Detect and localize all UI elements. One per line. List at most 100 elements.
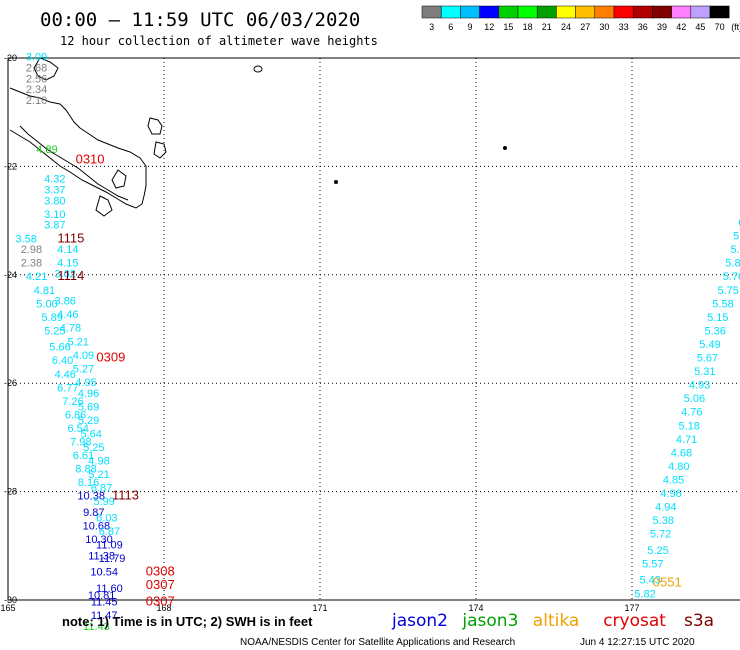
wave-height-value: 5.67	[697, 353, 718, 365]
wave-height-value: 5.27	[73, 363, 94, 375]
wave-height-value: 5.75	[717, 285, 738, 297]
wave-height-value: 6.86	[65, 409, 86, 421]
island-small-3	[334, 180, 338, 184]
island-loyalty-1	[147, 117, 163, 135]
colorbar-label: 70	[715, 22, 725, 32]
legend-entry: jason3	[461, 611, 518, 631]
wave-height-value: 5.64	[80, 428, 101, 440]
lon-tick-label: 165	[0, 603, 15, 613]
wave-height-value: 4.09	[73, 350, 94, 362]
colorbar-swatch	[440, 5, 461, 19]
pass-time-label: 0308	[146, 564, 175, 579]
wave-height-value: 4.46	[54, 369, 75, 381]
colorbar-label: 33	[619, 22, 629, 32]
colorbar-label: 12	[484, 22, 494, 32]
colorbar-unit: (ft)	[731, 22, 740, 32]
colorbar-swatch	[575, 5, 596, 19]
wave-height-value: 8.88	[75, 464, 96, 476]
colorbar-label: 18	[523, 22, 533, 32]
wave-height-value: 3.80	[44, 195, 65, 207]
colorbar-label: 3	[429, 22, 434, 32]
colorbar-swatch	[536, 5, 557, 19]
lon-tick-label: 177	[624, 603, 639, 613]
lat-tick-label: -20	[4, 53, 17, 63]
wave-height-value: 7.26	[62, 396, 83, 408]
wave-height-value: 4.80	[668, 461, 689, 473]
wave-height-value: 11.38	[88, 550, 115, 562]
pass-time-label: 0307	[146, 593, 175, 608]
colorbar-label: 27	[580, 22, 590, 32]
lon-tick-label: 168	[156, 603, 171, 613]
wave-height-value: 4.76	[681, 407, 702, 419]
pass-time-label: 0310	[76, 152, 105, 167]
colorbar-swatch	[613, 5, 634, 19]
colorbar-swatch	[652, 5, 672, 19]
wave-height-value: 8.16	[78, 477, 99, 489]
pass-time-label: 0551	[653, 574, 682, 589]
wave-height-value: 5.43	[639, 575, 660, 587]
legend-entry: s3a	[684, 611, 714, 631]
wave-height-value: 10.30	[85, 534, 113, 546]
wave-height-value: 6.77	[57, 382, 78, 394]
pass-time-label: 1113	[112, 488, 139, 503]
colorbar-label: 21	[542, 22, 552, 32]
wave-height-value: 6.61	[73, 450, 94, 462]
wave-height-value: 5.25	[44, 325, 65, 337]
coastline	[9, 57, 507, 217]
wave-height-value: 10.81	[88, 590, 116, 602]
graticule	[8, 58, 740, 600]
wave-height-value: 5.57	[642, 558, 663, 570]
wave-height-value: 4.21	[26, 271, 47, 283]
wave-height-value: 2.34	[26, 84, 47, 96]
wave-height-value: 5.21	[88, 469, 109, 481]
wave-height-value: 2.56	[26, 73, 47, 85]
lat-tick-label: -22	[4, 161, 17, 171]
wave-height-value: 11.43	[83, 621, 110, 633]
wave-height-value: 4.46	[57, 309, 78, 321]
wave-height-value: 11.45	[91, 596, 118, 608]
colorbar-label: 24	[561, 22, 571, 32]
lat-tick-label: -28	[4, 487, 17, 497]
wave-height-value: 3.02	[54, 269, 75, 281]
wave-height-value: 5.85	[733, 231, 740, 243]
footer-credit: NOAA/NESDIS Center for Satellite Applica…	[240, 637, 515, 648]
wave-height-value: 4.78	[60, 323, 81, 335]
wave-height-value: 5.06	[684, 393, 705, 405]
island-loyalty-2	[153, 141, 167, 159]
colorbar-swatch	[479, 5, 500, 19]
landmass-outline	[9, 87, 147, 209]
coast-detail	[19, 125, 129, 201]
colorbar-label: 39	[657, 22, 667, 32]
wave-height-value: 5.00	[36, 298, 57, 310]
wave-height-value: 6.54	[67, 423, 88, 435]
wave-height-value: 11.09	[96, 540, 123, 552]
wave-height-value: 4.94	[655, 502, 676, 514]
colorbar-swatch	[498, 5, 519, 19]
wave-height-value: 4.32	[44, 174, 65, 186]
wave-height-value: 3.58	[15, 233, 36, 245]
wave-height-value: 9.87	[83, 507, 104, 519]
wave-height-value: 2.38	[21, 258, 42, 270]
wave-height-value: 4.98	[88, 456, 109, 468]
map-frame	[7, 57, 740, 601]
chart-title: 00:00 – 11:59 UTC 06/03/2020	[40, 9, 360, 31]
wave-height-value: 4.81	[34, 285, 55, 297]
wave-height-value: 4.15	[57, 258, 78, 270]
pass-time-label: 0309	[96, 350, 125, 365]
colorbar-label: 30	[599, 22, 609, 32]
colorbar-swatch	[690, 5, 711, 19]
wave-height-value: 4.68	[671, 447, 692, 459]
wave-height-value: 3.09	[26, 52, 47, 64]
wave-height-value: 5.49	[699, 339, 720, 351]
wave-height-value: 4.93	[689, 380, 710, 392]
wave-height-value: 5.31	[694, 366, 715, 378]
legend-entry: jason2	[391, 611, 448, 631]
colorbar-swatch	[709, 5, 730, 19]
footer-note: note: 1) Time is in UTC; 2) SWH is in fe…	[62, 614, 313, 629]
wave-height-value: 3.87	[44, 220, 65, 232]
colorbar-swatch	[556, 5, 576, 19]
wave-height-value: 3.86	[54, 296, 75, 308]
wave-height-value: 7.98	[70, 437, 91, 449]
